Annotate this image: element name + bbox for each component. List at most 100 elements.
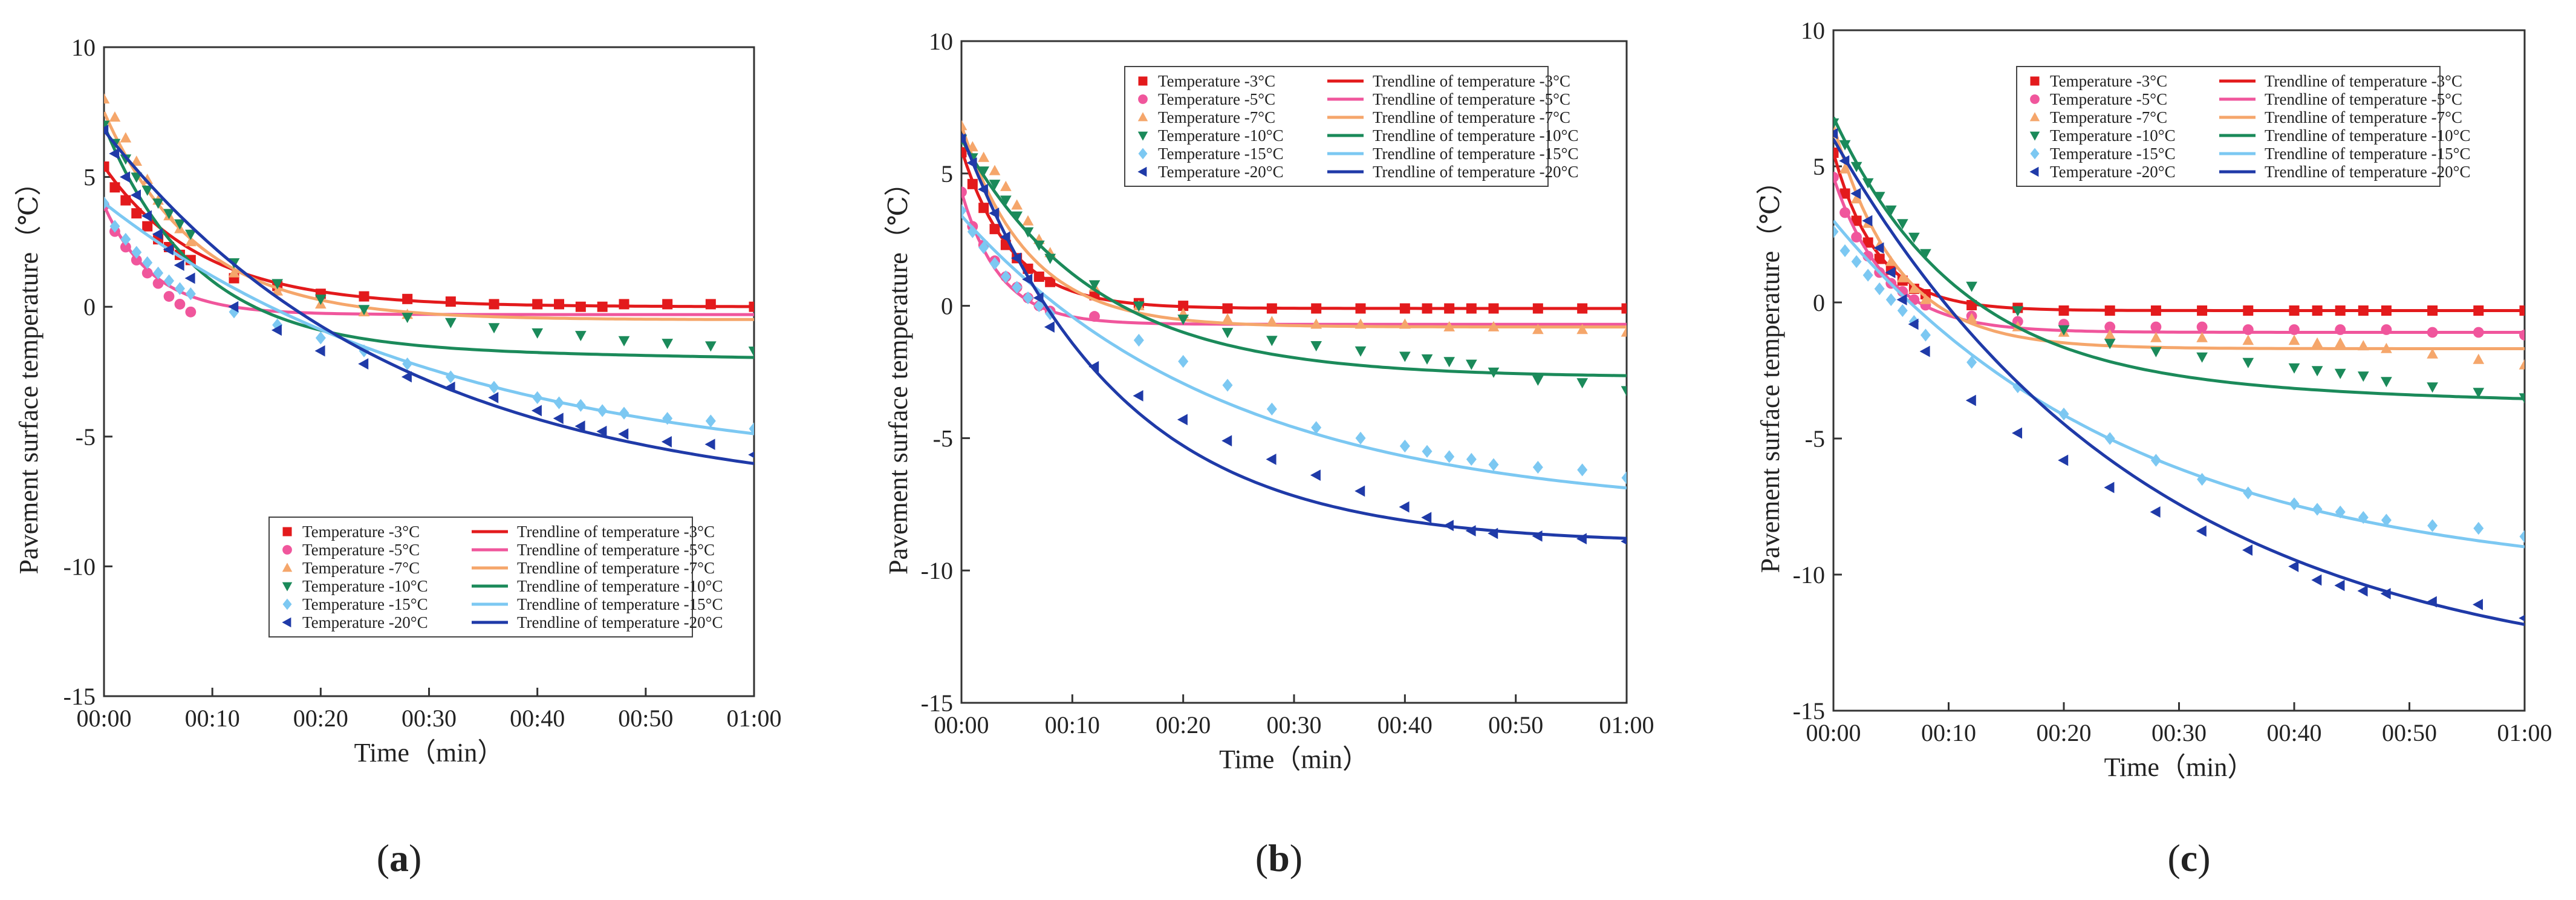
data-point-series-5 <box>1221 435 1232 447</box>
data-point-series-0 <box>402 293 413 304</box>
data-point-series-0 <box>532 299 543 310</box>
x-tick-label: 01:00 <box>1599 711 1654 739</box>
data-point-series-5 <box>574 420 585 432</box>
data-point-series-2 <box>1885 255 1897 266</box>
x-tick-label: 00:40 <box>510 705 565 732</box>
caption-letter: b <box>1268 836 1290 879</box>
caption-paren: ( <box>1255 836 1268 879</box>
caption-paren: ( <box>2167 836 2180 879</box>
data-point-series-3 <box>2058 325 2070 336</box>
data-point-series-5 <box>2357 585 2368 597</box>
data-point-series-0 <box>967 178 978 189</box>
data-point-series-5 <box>1421 512 1432 524</box>
data-point-series-0 <box>2358 305 2369 316</box>
data-point-series-3 <box>1022 227 1034 238</box>
data-point-series-4 <box>1920 328 1931 342</box>
data-point-series-2 <box>1850 193 1862 204</box>
data-point-series-2 <box>2242 334 2254 345</box>
trendline-series-5 <box>104 129 754 465</box>
data-point-series-3 <box>1399 351 1411 362</box>
data-point-series-1 <box>152 278 164 289</box>
data-point-series-0 <box>1577 303 1588 314</box>
y-tick-label: 5 <box>83 164 96 191</box>
legend-box <box>2016 66 2441 187</box>
data-point-series-3 <box>662 339 674 350</box>
data-point-series-3 <box>1355 346 1367 357</box>
data-point-series-4 <box>2150 454 2161 467</box>
panel-caption: (a) <box>377 836 422 879</box>
data-point-series-4 <box>185 287 196 301</box>
data-point-series-3 <box>704 341 717 352</box>
legend-trend-label: Trendline of temperature -7°C <box>517 559 715 577</box>
legend-entry-label: Temperature -7°C <box>1158 108 1275 126</box>
y-tick-label: 0 <box>83 293 96 321</box>
data-point-series-5 <box>2104 481 2115 494</box>
data-point-series-1 <box>120 241 131 253</box>
y-tick-label: 5 <box>1813 153 1825 180</box>
data-point-series-0 <box>2312 305 2323 316</box>
x-tick-label: 00:30 <box>2152 719 2207 746</box>
data-point-series-2 <box>272 285 284 296</box>
data-point-series-2 <box>1443 321 1456 331</box>
y-tick-label: 10 <box>929 28 953 55</box>
data-point-series-3 <box>1221 328 1234 339</box>
legend-trend-label: Trendline of temperature -20°C <box>517 613 723 631</box>
x-tick-label: 00:50 <box>2382 719 2437 746</box>
data-point-series-4 <box>554 396 564 409</box>
legend-trend-label: Trendline of temperature -20°C <box>2265 163 2470 181</box>
legend-entry-label: Temperature -5°C <box>2050 90 2167 108</box>
data-point-series-4 <box>1133 333 1144 347</box>
data-point-series-0 <box>489 299 499 310</box>
data-point-series-3 <box>2288 363 2300 374</box>
plot-area <box>104 93 754 465</box>
data-point-series-2 <box>1011 199 1023 210</box>
x-tick-label: 00:00 <box>1806 719 1861 746</box>
trendline-series-0 <box>961 149 1627 310</box>
data-point-series-1 <box>961 186 967 198</box>
data-point-series-5 <box>444 381 455 393</box>
legend-entry-label: Temperature -5°C <box>1158 90 1275 108</box>
trendline-series-5 <box>1833 138 2525 626</box>
data-point-series-5 <box>1833 128 1838 140</box>
data-point-series-4 <box>662 412 673 425</box>
data-point-series-1 <box>2104 321 2116 333</box>
chart-panel-c: 00:00 00:10 00:20 00:30 00:40 00:50 01:00 -15 -1… <box>1755 17 2552 879</box>
data-point-series-0 <box>2289 305 2300 316</box>
data-point-series-5 <box>1896 294 1907 305</box>
data-point-series-3 <box>1177 315 1189 325</box>
legend-marker <box>2029 131 2040 141</box>
data-point-series-5 <box>1488 527 1498 540</box>
data-point-series-4 <box>1862 269 1873 282</box>
data-point-series-0 <box>1466 303 1477 314</box>
data-point-series-3 <box>2196 352 2208 363</box>
data-point-series-2 <box>1355 318 1367 329</box>
data-point-series-4 <box>1466 452 1477 466</box>
legend-marker <box>2030 94 2040 104</box>
data-point-series-5 <box>2012 427 2023 439</box>
trendline-series-2 <box>1833 125 2525 350</box>
legend-trend-label: Trendline of temperature -15°C <box>2265 145 2470 163</box>
data-point-series-4 <box>1355 431 1366 445</box>
data-point-series-4 <box>1966 356 1977 369</box>
data-point-series-3 <box>444 318 457 328</box>
data-point-series-5 <box>977 183 988 195</box>
data-point-series-3 <box>1896 219 1908 230</box>
data-point-series-3 <box>2150 347 2162 357</box>
legend-entry-label: Temperature -3°C <box>302 523 420 541</box>
data-point-series-2 <box>2334 337 2346 348</box>
data-point-series-2 <box>2427 348 2438 359</box>
data-point-series-4 <box>2058 407 2069 421</box>
data-point-series-4 <box>705 414 716 428</box>
data-point-series-4 <box>1532 460 1543 474</box>
x-tick-label: 00:20 <box>1156 711 1211 739</box>
caption-letter: c <box>2181 836 2197 879</box>
data-point-series-5 <box>104 124 109 136</box>
data-point-series-3 <box>1873 192 1885 203</box>
data-point-series-5 <box>2380 588 2391 599</box>
legend-marker <box>282 527 292 536</box>
legend-marker <box>282 562 293 572</box>
legend-entry-label: Temperature -3°C <box>1158 72 1275 90</box>
data-point-series-3 <box>2357 371 2369 382</box>
data-point-series-5 <box>1266 454 1277 465</box>
